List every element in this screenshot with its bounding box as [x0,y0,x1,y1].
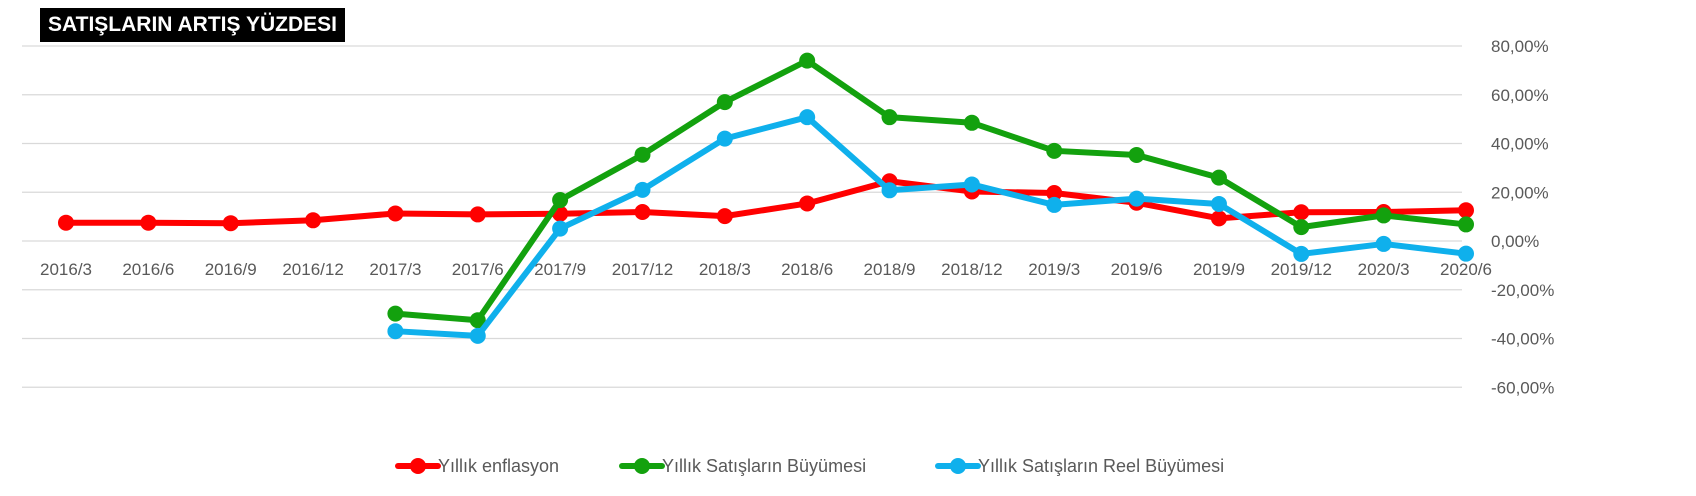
data-point [552,192,569,209]
series-2 [387,52,1474,329]
x-tick-label: 2018/6 [781,260,833,279]
x-tick-label: 2020/3 [1358,260,1410,279]
data-point [799,195,816,212]
data-point [1210,169,1227,186]
data-point [387,305,404,322]
chart-title: SATIŞLARIN ARTIŞ YÜZDESI [40,8,345,42]
data-point [716,130,733,147]
data-point [1458,202,1474,219]
y-tick-label: 0,00% [1491,232,1539,251]
x-tick-label: 2018/9 [864,260,916,279]
data-point [1046,142,1063,159]
data-point [387,205,404,222]
y-tick-label: -60,00% [1491,378,1554,397]
data-point [140,214,157,231]
data-point [1458,245,1474,262]
data-point [387,323,404,340]
x-tick-label: 2016/12 [282,260,343,279]
y-tick-label: 80,00% [1491,37,1549,56]
y-tick-label: -20,00% [1491,281,1554,300]
data-point [799,109,816,126]
data-point [469,327,486,344]
x-tick-label: 2016/9 [205,260,257,279]
x-tick-label: 2019/3 [1028,260,1080,279]
data-point [469,312,486,329]
data-point [222,215,239,232]
legend: Yıllık enflasyon Yıllık Satışların Büyüme… [395,456,1224,476]
plot-area [58,52,1474,344]
data-point [469,206,486,223]
y-tick-label: 20,00% [1491,183,1549,202]
x-tick-label: 2020/6 [1440,260,1492,279]
data-point [634,181,651,198]
data-point [1128,190,1145,207]
x-tick-label: 2017/12 [612,260,673,279]
data-point [634,203,651,220]
data-point [552,220,569,237]
data-point [716,208,733,225]
data-point [799,52,816,69]
series-line [392,114,1469,339]
series-1 [58,173,1474,232]
data-point [305,212,322,229]
series-line [63,178,1469,227]
data-point [1375,235,1392,252]
series-3 [387,109,1474,344]
x-tick-label: 2017/3 [369,260,421,279]
data-point [1046,184,1063,201]
data-point [1293,245,1310,262]
y-tick-label: 40,00% [1491,135,1549,154]
legend-marker [634,458,650,474]
data-point [1293,204,1310,221]
data-point [1210,195,1227,212]
legend-item: Yıllık Satışların Reel Büyümesi [935,456,1224,476]
x-tick-label: 2019/6 [1111,260,1163,279]
data-point [963,114,980,131]
x-tick-label: 2019/9 [1193,260,1245,279]
data-point [1210,210,1227,227]
legend-item: Yıllık Satışların Büyümesi [619,456,866,476]
data-point [1458,216,1474,233]
data-point [881,182,898,199]
x-tick-label: 2016/3 [40,260,92,279]
y-tick-label: 60,00% [1491,86,1549,105]
data-point [881,109,898,126]
x-axis-labels: 2016/3 2016/6 2016/9 2016/12 2017/3 2017/6 201… [40,260,1492,279]
data-point [963,176,980,193]
legend-item: Yıllık enflasyon [395,456,559,476]
y-tick-label: -40,00% [1491,330,1554,349]
legend-label: Yıllık enflasyon [438,456,559,476]
data-point [716,94,733,111]
data-point [58,214,74,231]
x-tick-label: 2017/6 [452,260,504,279]
legend-label: Yıllık Satışların Büyümesi [662,456,866,476]
x-tick-label: 2018/3 [699,260,751,279]
legend-marker [410,458,426,474]
data-point [1375,207,1392,224]
data-point [1128,146,1145,163]
x-tick-label: 2017/9 [534,260,586,279]
x-tick-label: 2018/12 [941,260,1002,279]
data-point [1046,196,1063,213]
x-tick-label: 2016/6 [122,260,174,279]
legend-marker [950,458,966,474]
series-line [392,57,1469,324]
data-point [1293,219,1310,236]
y-axis-labels: 80,00% 60,00% 40,00% 20,00% 0,00% -20,00% -40,… [1491,37,1554,397]
legend-label: Yıllık Satışların Reel Büyümesi [978,456,1224,476]
data-point [634,146,651,163]
x-tick-label: 2019/12 [1271,260,1332,279]
